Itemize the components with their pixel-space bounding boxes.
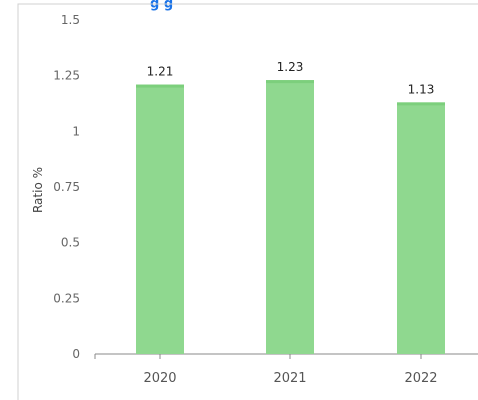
x-axis: 2020 2021 2022 (94, 353, 478, 386)
y-tick-label: 0.25 (53, 291, 80, 305)
x-tick-label-2022: 2022 (404, 371, 437, 386)
bar-top-edge-2022 (397, 102, 445, 106)
bar-2021 (266, 80, 314, 355)
y-tick-label: 1.25 (53, 69, 80, 83)
bar-2020 (136, 84, 184, 354)
x-tick-label-2020: 2020 (143, 371, 176, 386)
chart-title: g g (150, 0, 173, 12)
bars-group (136, 80, 445, 355)
y-tick-label: 1 (72, 124, 80, 138)
y-axis-title: Ratio % (31, 167, 45, 213)
y-tick-label: 0.75 (53, 180, 80, 194)
data-labels-group: 1.21 1.23 1.13 (147, 60, 435, 96)
y-axis: 0 0.25 0.5 0.75 1 1.25 1.5 (53, 13, 80, 361)
chart-frame (17, 3, 478, 400)
bar-top-edge-2020 (136, 84, 184, 88)
bar-2022 (397, 102, 445, 355)
y-tick-label: 0 (72, 347, 80, 361)
y-tick-label: 0.5 (61, 236, 80, 250)
y-tick-label: 1.5 (61, 13, 80, 27)
x-tick-label-2021: 2021 (273, 371, 306, 386)
data-label-2022: 1.13 (408, 82, 435, 96)
bar-top-edge-2021 (266, 80, 314, 84)
data-label-2021: 1.23 (277, 60, 304, 74)
data-label-2020: 1.21 (147, 65, 174, 79)
